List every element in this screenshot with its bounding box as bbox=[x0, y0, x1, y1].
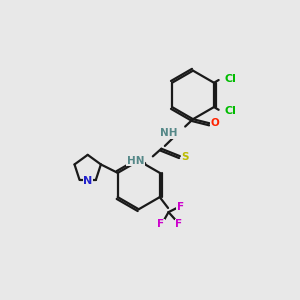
Text: HN: HN bbox=[127, 156, 145, 166]
Text: F: F bbox=[176, 219, 182, 229]
Text: NH: NH bbox=[160, 128, 178, 138]
Text: F: F bbox=[157, 219, 164, 229]
Text: O: O bbox=[210, 118, 219, 128]
Text: Cl: Cl bbox=[225, 106, 237, 116]
Text: N: N bbox=[83, 176, 92, 186]
Text: S: S bbox=[181, 152, 189, 162]
Text: Cl: Cl bbox=[225, 74, 237, 84]
Text: F: F bbox=[177, 202, 184, 212]
